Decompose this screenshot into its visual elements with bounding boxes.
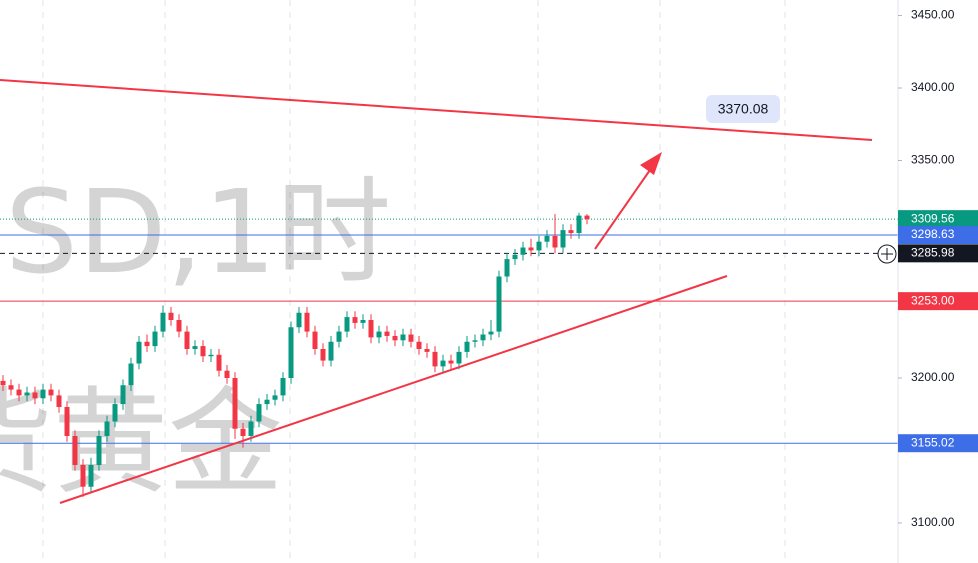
- candle-body: [424, 348, 430, 352]
- candle-body: [408, 334, 414, 342]
- candle-body: [72, 435, 78, 465]
- candle-body: [184, 331, 190, 349]
- candle-body: [568, 230, 574, 234]
- candle-body: [288, 327, 294, 378]
- candle-body: [360, 319, 366, 323]
- candle-body: [112, 404, 118, 422]
- drawings: [0, 79, 873, 504]
- price-badge-label: 3155.02: [911, 435, 955, 449]
- y-tick-label: 3400.00: [911, 80, 955, 94]
- y-tick-label: 3200.00: [911, 370, 955, 384]
- candle-body: [440, 360, 446, 367]
- candle-body: [552, 235, 558, 248]
- candle-body: [312, 331, 318, 349]
- price-badge-label: 3309.56: [911, 211, 955, 225]
- candle-body: [560, 230, 566, 248]
- candle-body: [280, 377, 286, 396]
- candle-body: [320, 348, 326, 361]
- price-badge: [898, 434, 978, 453]
- candle-body: [496, 276, 502, 332]
- candle-body: [304, 312, 310, 332]
- candle-body: [0, 380, 6, 386]
- candle-body: [88, 464, 94, 487]
- candle-body: [416, 341, 422, 349]
- price-badge-label: 3285.98: [911, 246, 955, 260]
- candle-body: [488, 331, 494, 335]
- candle-body: [344, 317, 350, 332]
- candle-body: [480, 334, 486, 341]
- price-badge: [898, 210, 978, 229]
- vertical-grid: [42, 0, 786, 563]
- candle-body: [8, 385, 14, 390]
- candle-body: [56, 395, 62, 407]
- candle-body: [40, 389, 46, 399]
- candle-body: [16, 389, 22, 396]
- candle-body: [432, 351, 438, 367]
- candle-body: [136, 341, 142, 364]
- candle-body: [232, 377, 238, 429]
- candle-body: [512, 254, 518, 260]
- candle-body: [240, 428, 246, 436]
- candle-body: [520, 247, 526, 255]
- candle-body: [576, 215, 582, 234]
- annotation: 3370.08: [718, 101, 769, 117]
- candle-body: [104, 421, 110, 436]
- candle-body: [176, 319, 182, 332]
- price-badge-label: 3253.00: [911, 293, 955, 307]
- candle-body: [376, 331, 382, 338]
- candle-body: [24, 392, 30, 396]
- y-tick-label: 3100.00: [911, 515, 955, 529]
- price-badge: [898, 244, 978, 263]
- y-tick-label: 3450.00: [911, 8, 955, 22]
- candle-body: [336, 331, 342, 342]
- candle-body: [120, 385, 126, 405]
- candle-body: [328, 341, 334, 361]
- candle-body: [192, 346, 198, 349]
- candle-body: [584, 215, 590, 220]
- y-tick-label: 3350.00: [911, 153, 955, 167]
- watermark: SD,1时: [5, 166, 391, 300]
- candle-body: [248, 421, 254, 436]
- candle-body: [32, 392, 38, 399]
- candle-body: [200, 346, 206, 357]
- annotation-box: [706, 95, 780, 123]
- candle-body: [272, 395, 278, 400]
- candle-body: [296, 312, 302, 328]
- candle-body: [264, 399, 270, 405]
- candle-body: [64, 406, 70, 436]
- price-badge: [898, 292, 978, 311]
- candle-body: [96, 435, 102, 465]
- price-badge: [898, 225, 978, 244]
- candle-body: [160, 312, 166, 332]
- candle-body: [168, 312, 174, 320]
- candle-body: [456, 351, 462, 364]
- candle-body: [128, 363, 134, 386]
- candle-body: [48, 389, 54, 396]
- candle-body: [504, 259, 510, 277]
- candle-body: [144, 341, 150, 347]
- candle-body: [392, 335, 398, 341]
- candle-body: [368, 319, 374, 338]
- candle-body: [536, 241, 542, 251]
- candle-body: [80, 464, 86, 487]
- candle-body: [152, 331, 158, 347]
- candle-body: [472, 340, 478, 342]
- candle-body: [352, 317, 358, 323]
- candle-body: [448, 360, 454, 364]
- candle-body: [216, 354, 222, 371]
- price-badge-label: 3298.63: [911, 227, 955, 241]
- candle-body: [544, 235, 550, 242]
- candle-body: [528, 247, 534, 251]
- candle-body: [464, 341, 470, 352]
- candle-body: [400, 334, 406, 341]
- candle-body: [224, 370, 230, 378]
- candle-body: [208, 354, 214, 357]
- candle-body: [384, 331, 390, 336]
- crosshair-icon: [877, 244, 897, 264]
- candle-body: [256, 404, 262, 422]
